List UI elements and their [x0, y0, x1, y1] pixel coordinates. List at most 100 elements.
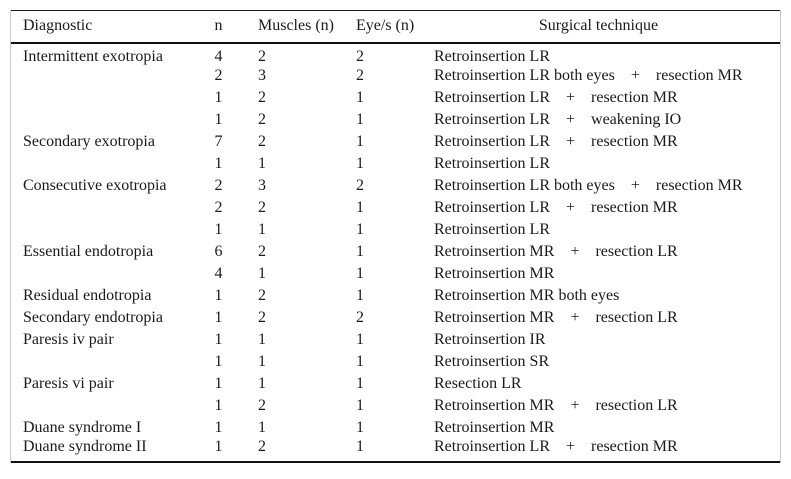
cell-eyes: 1 — [356, 286, 364, 304]
cell-technique: Retroinsertion MR + resection LR — [434, 242, 678, 260]
cell-eyes: 1 — [356, 154, 364, 172]
cell-muscles: 2 — [258, 396, 266, 414]
cell-eyes: 1 — [356, 330, 364, 348]
cell-technique: Retroinsertion LR + resection MR — [434, 438, 678, 455]
cell-eyes: 1 — [356, 438, 364, 455]
table-row: Duane syndrome I 1 1 1 Retroinsertion MR — [11, 417, 780, 439]
table-row: Paresis vi pair 1 1 1 Resection LR — [11, 373, 780, 395]
cell-eyes: 1 — [356, 264, 364, 282]
cell-n: 1 — [214, 438, 223, 455]
cell-eyes: 2 — [356, 308, 364, 326]
cell-muscles: 1 — [258, 264, 266, 282]
cell-technique: Retroinsertion LR + weakening IO — [434, 110, 682, 128]
cell-eyes: 1 — [356, 418, 364, 436]
cell-technique: Retroinsertion MR + resection LR — [434, 396, 678, 414]
cell-muscles: 1 — [258, 418, 266, 436]
cell-diagnostic — [11, 87, 196, 109]
cell-technique: Retroinsertion LR — [434, 47, 550, 65]
cell-technique: Retroinsertion LR + resection MR — [434, 198, 678, 216]
cell-n: 1 — [214, 308, 223, 326]
header-n: n — [214, 17, 223, 35]
cell-eyes: 2 — [356, 66, 364, 84]
cell-diagnostic — [11, 395, 196, 417]
cell-n: 1 — [214, 220, 223, 238]
cell-technique: Retroinsertion LR both eyes + resection … — [434, 66, 743, 84]
cell-eyes: 1 — [356, 396, 364, 414]
cell-diagnostic: Paresis vi pair — [23, 374, 114, 392]
cell-n: 1 — [214, 352, 223, 370]
cell-diagnostic: Intermittent exotropia — [23, 47, 163, 65]
cell-technique: Retroinsertion SR — [434, 352, 550, 370]
table-row: Intermittent exotropia 4 2 2 Retroinsert… — [11, 43, 780, 65]
cell-diagnostic — [11, 351, 196, 373]
cell-muscles: 2 — [258, 110, 266, 128]
cell-n: 2 — [214, 176, 223, 194]
cell-n: 4 — [214, 47, 223, 65]
cell-n: 6 — [214, 242, 223, 260]
cell-diagnostic — [11, 109, 196, 131]
cell-n: 1 — [214, 154, 223, 172]
table-row: 1 1 1 Retroinsertion LR — [11, 219, 780, 241]
table-row: Paresis iv pair 1 1 1 Retroinsertion IR — [11, 329, 780, 351]
cell-muscles: 1 — [258, 154, 266, 172]
cell-n: 1 — [214, 418, 223, 436]
cell-muscles: 1 — [258, 352, 266, 370]
header-muscles: Muscles (n) — [258, 17, 334, 35]
table-row: 1 1 1 Retroinsertion LR — [11, 153, 780, 175]
cell-eyes: 2 — [356, 176, 364, 194]
cell-eyes: 1 — [356, 110, 364, 128]
cell-diagnostic: Duane syndrome I — [23, 418, 142, 436]
cell-eyes: 1 — [356, 132, 364, 150]
cell-diagnostic: Consecutive exotropia — [23, 176, 167, 194]
table-row: Consecutive exotropia 2 3 2 Retroinserti… — [11, 175, 780, 197]
cell-eyes: 2 — [356, 47, 364, 65]
header-row: Diagnostic n Muscles (n) Eye/s (n) Surgi… — [11, 11, 780, 43]
header-technique: Surgical technique — [538, 17, 659, 35]
cell-diagnostic — [11, 219, 196, 241]
table-header: Diagnostic n Muscles (n) Eye/s (n) Surgi… — [11, 11, 780, 43]
table-row: Residual endotropia 1 2 1 Retroinsertion… — [11, 285, 780, 307]
cell-muscles: 3 — [258, 66, 266, 84]
table-row: 4 1 1 Retroinsertion MR — [11, 263, 780, 285]
cell-technique: Retroinsertion LR — [434, 154, 550, 172]
cell-n: 1 — [214, 330, 223, 348]
cell-muscles: 2 — [258, 47, 266, 65]
cell-diagnostic: Secondary endotropia — [23, 308, 163, 326]
cell-eyes: 1 — [356, 198, 364, 216]
table-row: Secondary exotropia 7 2 1 Retroinsertion… — [11, 131, 780, 153]
header-diagnostic: Diagnostic — [23, 17, 93, 35]
cell-diagnostic: Secondary exotropia — [23, 132, 155, 150]
cell-n: 2 — [214, 198, 223, 216]
cell-technique: Retroinsertion MR both eyes — [434, 286, 620, 304]
cell-diagnostic: Paresis iv pair — [23, 330, 114, 348]
cell-muscles: 2 — [258, 438, 266, 455]
table-row: 1 2 1 Retroinsertion LR + resection MR — [11, 87, 780, 109]
cell-eyes: 1 — [356, 88, 364, 106]
table-row: 2 2 1 Retroinsertion LR + resection MR — [11, 197, 780, 219]
cell-muscles: 2 — [258, 132, 266, 150]
cell-muscles: 2 — [258, 88, 266, 106]
cell-technique: Retroinsertion LR + resection MR — [434, 132, 678, 150]
cell-n: 2 — [214, 66, 223, 84]
cell-eyes: 1 — [356, 242, 364, 260]
cell-n: 1 — [214, 88, 223, 106]
table-container: Diagnostic n Muscles (n) Eye/s (n) Surgi… — [10, 10, 781, 463]
cell-n: 4 — [214, 264, 223, 282]
cell-eyes: 1 — [356, 374, 364, 392]
cell-muscles: 3 — [258, 176, 266, 194]
cell-muscles: 1 — [258, 330, 266, 348]
table-row: Duane syndrome II 1 2 1 Retroinsertion L… — [11, 439, 780, 462]
table-body: Intermittent exotropia 4 2 2 Retroinsert… — [11, 43, 780, 462]
cell-technique: Retroinsertion LR — [434, 220, 550, 238]
cell-technique: Retroinsertion MR — [434, 264, 555, 282]
cell-diagnostic — [11, 153, 196, 175]
table-row: 1 2 1 Retroinsertion LR + weakening IO — [11, 109, 780, 131]
cell-muscles: 1 — [258, 374, 266, 392]
cell-n: 7 — [214, 132, 223, 150]
cell-eyes: 1 — [356, 352, 364, 370]
cell-technique: Retroinsertion MR — [434, 418, 555, 436]
cell-muscles: 1 — [258, 220, 266, 238]
table-row: 2 3 2 Retroinsertion LR both eyes + rese… — [11, 65, 780, 87]
surgical-techniques-table: Diagnostic n Muscles (n) Eye/s (n) Surgi… — [11, 10, 780, 463]
